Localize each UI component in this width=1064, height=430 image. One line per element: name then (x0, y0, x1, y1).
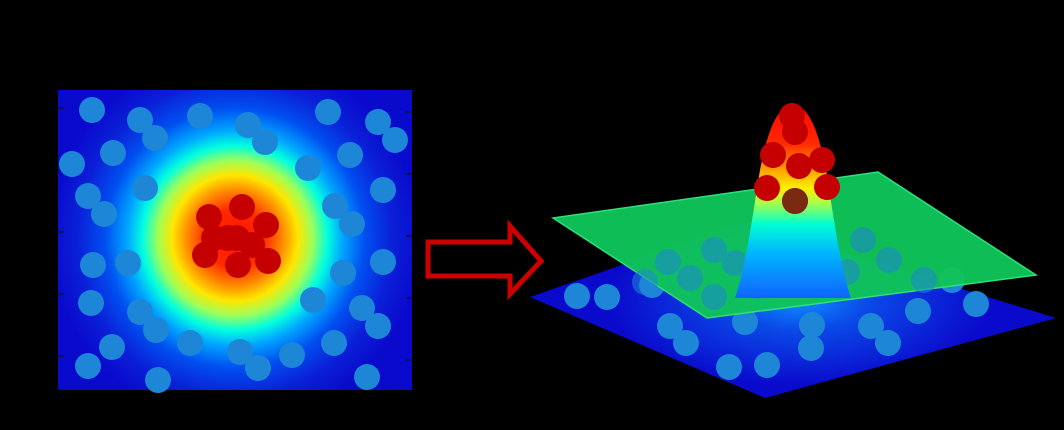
outer-point (330, 260, 356, 286)
outer-point (132, 175, 158, 201)
inner-point (239, 232, 265, 258)
outer-point (876, 247, 902, 273)
inner-point (225, 252, 251, 278)
outer-point (655, 249, 681, 275)
outer-point (911, 267, 937, 293)
outer-point (370, 249, 396, 275)
outer-point (227, 339, 253, 365)
outer-point (245, 355, 271, 381)
outer-point (143, 317, 169, 343)
inner-point (760, 142, 786, 168)
outer-point (187, 103, 213, 129)
outer-point (858, 313, 884, 339)
outer-point (145, 367, 171, 393)
outer-point (252, 129, 278, 155)
outer-point (78, 290, 104, 316)
outer-point (295, 155, 321, 181)
outer-point (337, 142, 363, 168)
outer-point (905, 298, 931, 324)
right-arrow-icon (425, 219, 545, 301)
outer-point (59, 151, 85, 177)
outer-point (754, 352, 780, 378)
outer-point (963, 291, 989, 317)
outer-point (142, 125, 168, 151)
inner-point (201, 225, 227, 251)
inner-point (253, 212, 279, 238)
outer-point (632, 269, 658, 295)
inner-point (809, 147, 835, 173)
outer-point (75, 353, 101, 379)
inner-class-points-3d (754, 103, 840, 214)
outer-point (279, 342, 305, 368)
outer-point (365, 109, 391, 135)
outer-point (322, 193, 348, 219)
outer-point (127, 299, 153, 325)
lifted-3d-panel (530, 103, 1056, 398)
outer-point (732, 309, 758, 335)
outer-point (673, 330, 699, 356)
outer-point (321, 330, 347, 356)
inner-point (255, 248, 281, 274)
outer-point (594, 284, 620, 310)
outer-point (354, 364, 380, 390)
outer-point (365, 313, 391, 339)
inner-point (786, 153, 812, 179)
inner-point (814, 174, 840, 200)
input-2d-panel (58, 90, 412, 393)
outer-point (875, 330, 901, 356)
outer-class-points-2d (59, 97, 408, 393)
inner-class-points-2d (192, 194, 281, 278)
outer-point (80, 252, 106, 278)
inner-point (229, 194, 255, 220)
outer-point (370, 177, 396, 203)
outer-point (300, 287, 326, 313)
outer-point (716, 354, 742, 380)
outer-point (115, 250, 141, 276)
outer-point (339, 211, 365, 237)
outer-point (657, 313, 683, 339)
inner-point (782, 188, 808, 214)
outer-class-points-3d-below (564, 267, 989, 380)
outer-point (127, 107, 153, 133)
outer-point (701, 284, 727, 310)
outer-point (722, 250, 748, 276)
outer-point (349, 295, 375, 321)
outer-point (701, 237, 727, 263)
outer-point (382, 127, 408, 153)
outer-point (100, 140, 126, 166)
outer-point (177, 330, 203, 356)
outer-point (677, 265, 703, 291)
outer-point (799, 312, 825, 338)
outer-point (99, 334, 125, 360)
outer-point (850, 227, 876, 253)
inner-point (196, 204, 222, 230)
inner-point (754, 175, 780, 201)
outer-point (79, 97, 105, 123)
outer-point (564, 283, 590, 309)
outer-point (91, 201, 117, 227)
outer-point (798, 335, 824, 361)
outer-point (235, 112, 261, 138)
outer-point (75, 183, 101, 209)
outer-point (315, 99, 341, 125)
inner-point (782, 119, 808, 145)
